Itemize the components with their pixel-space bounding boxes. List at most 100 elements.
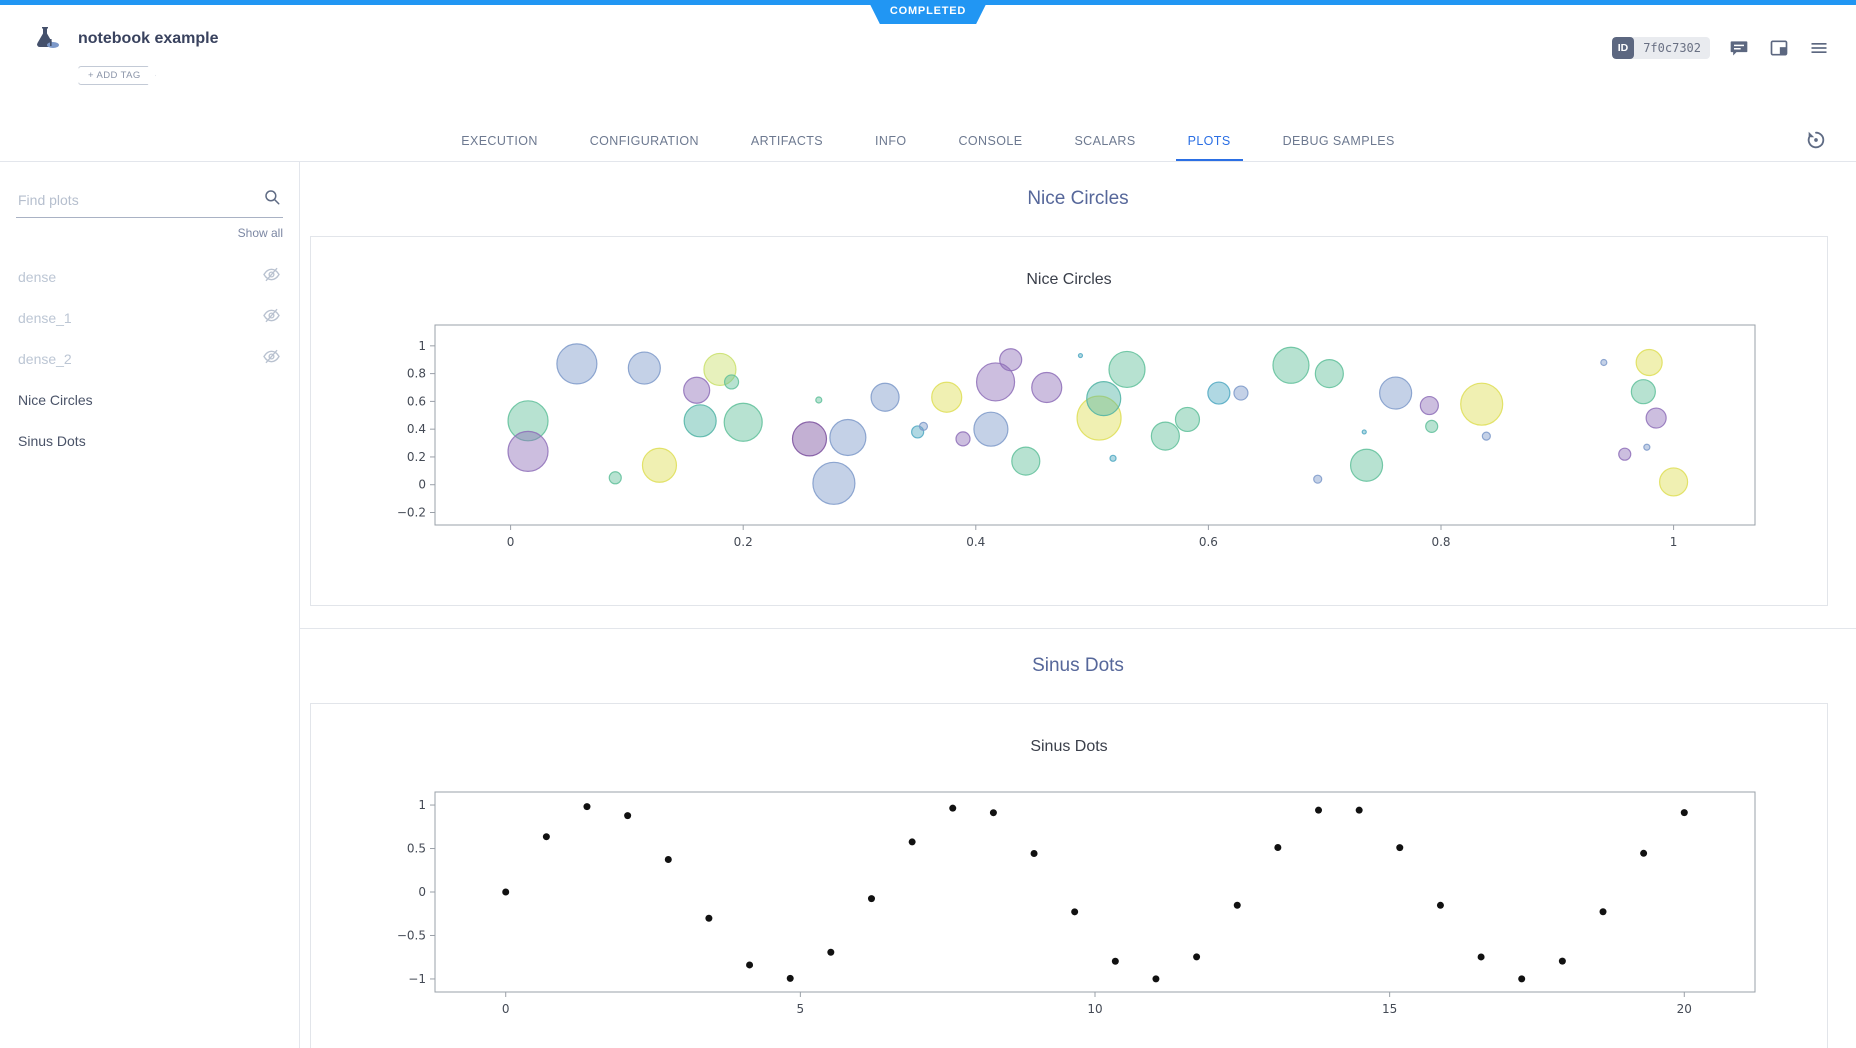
bubble-data-point — [1361, 429, 1367, 435]
eye-off-icon[interactable] — [262, 265, 281, 289]
bubble-data-point — [815, 396, 823, 404]
dot-data-point — [1558, 957, 1566, 965]
chart-mount: −0.2 0 0.2 0.4 0.6 0.8 1 0 0.2 0.4 0.6 0.8 1 — [311, 317, 1827, 561]
y-tick-label: 1 — [418, 339, 426, 353]
bubble-data-point — [627, 351, 661, 385]
bubble-data-point — [1349, 448, 1384, 482]
hamburger-menu-icon[interactable] — [1808, 37, 1830, 59]
search-input[interactable] — [18, 192, 253, 208]
id-value: 7f0c7302 — [1643, 41, 1701, 55]
dot-data-point — [1640, 849, 1648, 857]
x-tick-label: 1 — [1670, 535, 1678, 549]
y-tick-label: 0.6 — [407, 394, 426, 408]
bubble-data-point — [931, 381, 963, 413]
bubble-data-point — [1031, 371, 1063, 404]
plot-group-title: Nice Circles — [1027, 188, 1129, 209]
eye-off-icon[interactable] — [262, 306, 281, 330]
tab-plots[interactable]: PLOTS — [1162, 120, 1257, 161]
sidebar-item-nice-circles[interactable]: Nice Circles — [16, 379, 283, 420]
dot-data-point — [908, 838, 916, 846]
bubble-data-point — [1086, 381, 1122, 417]
tab-info[interactable]: INFO — [875, 133, 907, 148]
x-tick-label: 15 — [1382, 1002, 1397, 1016]
plots-main-panel: Nice Circles Nice Circles −0.2 0 0.2 0.4 0.6 0.… — [300, 162, 1856, 1048]
bubble-data-point — [1460, 382, 1504, 426]
tab-console[interactable]: CONSOLE — [958, 133, 1023, 148]
status-badge: COMPLETED — [868, 0, 988, 24]
sidebar-item-sinus-dots[interactable]: Sinus Dots — [16, 420, 283, 461]
dot-data-point — [1030, 849, 1038, 857]
sidebar-item-dense[interactable]: dense — [16, 256, 283, 297]
tab-debug-samples[interactable]: DEBUG SAMPLES — [1282, 133, 1395, 148]
add-tag-button[interactable]: + ADD TAG — [78, 66, 156, 85]
bubble-data-point — [1011, 446, 1041, 476]
plot-group-nice-circles: Nice Circles Nice Circles −0.2 0 0.2 0.4 0.6 0.… — [300, 162, 1856, 606]
tab-execution[interactable]: EXECUTION — [461, 133, 538, 148]
bubble-data-point — [1207, 381, 1231, 405]
bubble-data-point — [1630, 379, 1656, 405]
dot-data-point — [583, 803, 591, 811]
content-area: Show all dense dense_1 dense_2 Nice Circles… — [0, 162, 1856, 1048]
dot-data-point — [989, 809, 997, 817]
sinus-dots-chart[interactable]: −1−0.500.510 5 10 15 20 — [369, 784, 1769, 1028]
experiment-id-chip[interactable]: ID 7f0c7302 — [1611, 37, 1710, 59]
dot-data-point — [1518, 975, 1526, 983]
y-tick-label: 0 — [418, 478, 426, 492]
bubble-data-point — [641, 447, 678, 483]
bubble-data-point — [1272, 346, 1310, 384]
bubble-data-point — [1600, 358, 1608, 367]
y-tick-label: 0.5 — [407, 842, 426, 856]
x-tick-label: 0 — [502, 1002, 510, 1016]
chart-mount: −1 −0.5 0 0.5 1 0 5 10 15 20 — [311, 784, 1827, 1028]
dot-data-point — [1315, 806, 1323, 814]
y-tick-label: 0 — [418, 885, 426, 899]
y-tick-label: −0.2 — [397, 506, 426, 520]
tab-configuration[interactable]: CONFIGURATION — [589, 133, 699, 148]
tab-bar: EXECUTION CONFIGURATION ARTIFACTS INFO CONSO… — [0, 120, 1856, 162]
x-tick-label: 0 — [507, 535, 515, 549]
comments-icon[interactable] — [1728, 37, 1750, 59]
bubble-data-point — [973, 411, 1009, 447]
bubble-data-point — [507, 430, 549, 472]
tab-scalars[interactable]: SCALARS — [1074, 133, 1136, 148]
bubble-data-point — [1618, 447, 1632, 461]
dot-data-point — [949, 804, 957, 812]
dot-data-point — [1274, 843, 1282, 851]
x-tick-label: 0.6 — [1199, 535, 1218, 549]
eye-off-icon[interactable] — [262, 347, 281, 371]
dot-data-point — [1152, 975, 1160, 983]
bubble-data-point — [1150, 421, 1180, 451]
y-tick-label: 1 — [418, 798, 426, 812]
bubble-data-point — [1077, 352, 1084, 359]
y-tick-label: −0.5 — [397, 928, 426, 942]
dot-data-point — [1396, 844, 1404, 852]
sidebar-item-dense_1[interactable]: dense_1 — [16, 297, 283, 338]
search-icon[interactable] — [263, 188, 281, 211]
y-tick-label: 0.4 — [407, 422, 426, 436]
dot-data-point — [827, 948, 835, 956]
show-all-link[interactable]: Show all — [237, 226, 283, 240]
plot-group-sinus-dots: Sinus Dots Sinus Dots −1 −0.5 0 0.5 1 0 5 10 15 20 — [300, 628, 1856, 1048]
bubble-data-point — [556, 343, 598, 385]
bubble-data-point — [1379, 376, 1413, 410]
bubble-data-point — [1645, 407, 1667, 429]
y-tick-label: 0.2 — [407, 450, 426, 464]
x-tick-label: 0.2 — [734, 535, 753, 549]
plot-area — [434, 791, 1756, 993]
bubble-data-point — [703, 352, 737, 387]
dot-data-point — [624, 812, 632, 820]
nice-circles-chart[interactable]: −0.2 0 0.2 0.4 0.6 0.8 1 0 0.2 0.4 0.6 0.8 1 — [369, 317, 1769, 561]
plot-card: Nice Circles −0.2 0 0.2 0.4 0.6 0.8 1 0 0.2 0.4 0.6… — [310, 236, 1828, 606]
auto-refresh-icon[interactable] — [1802, 126, 1830, 154]
dot-data-point — [1436, 901, 1444, 909]
dot-data-point — [746, 961, 754, 969]
tab-artifacts[interactable]: ARTIFACTS — [750, 133, 824, 148]
bubble-data-point — [1419, 395, 1439, 416]
sidebar-item-dense_2[interactable]: dense_2 — [16, 338, 283, 379]
dot-data-point — [1599, 908, 1607, 916]
bubble-data-point — [1425, 419, 1439, 433]
bubble-data-point — [608, 471, 622, 485]
plot-item-label: dense — [18, 268, 57, 285]
plot-item-label: Nice Circles — [18, 391, 93, 408]
side-panel-icon[interactable] — [1768, 37, 1790, 59]
